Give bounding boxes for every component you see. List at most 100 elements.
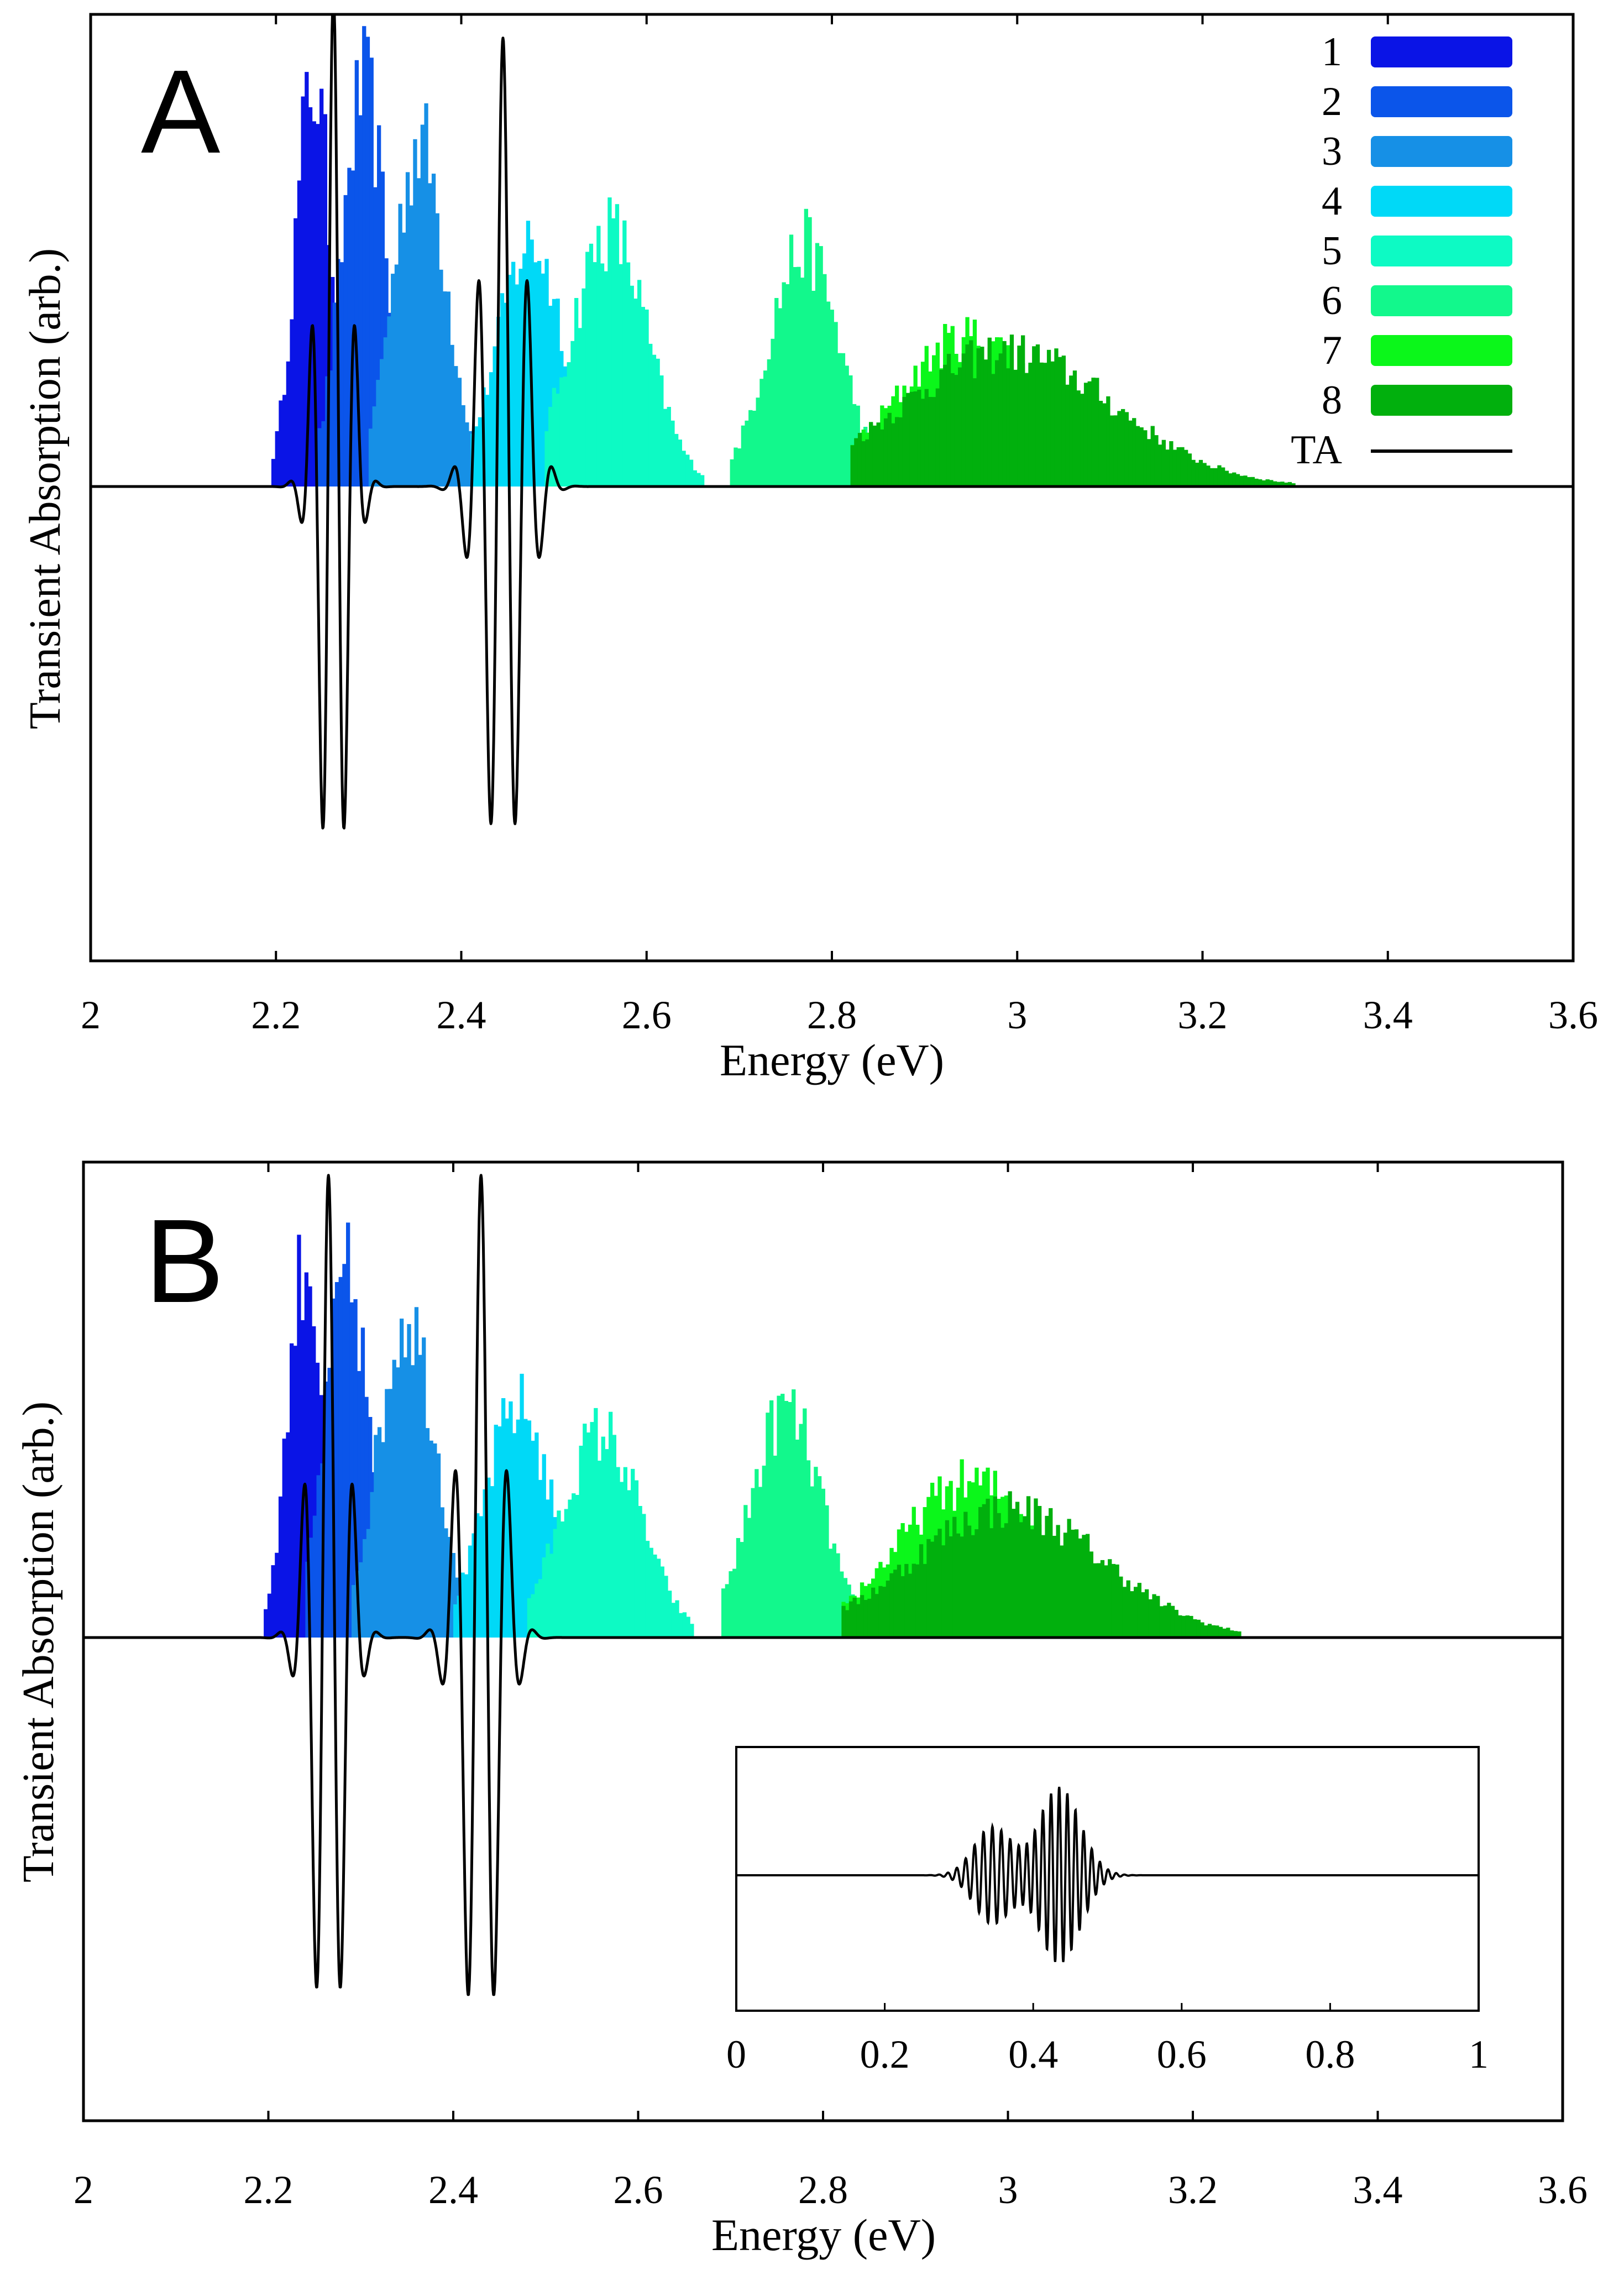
histogram-bar xyxy=(381,1442,385,1638)
histogram-bar xyxy=(428,183,432,487)
histogram-bar xyxy=(593,262,597,487)
histogram-bar xyxy=(444,1528,448,1638)
histogram-bar xyxy=(795,1440,800,1638)
histogram-bar xyxy=(882,1587,887,1638)
histogram-bar xyxy=(1035,344,1040,487)
histogram-bar xyxy=(803,1408,807,1638)
histogram-bar xyxy=(483,1489,487,1638)
histogram-bar xyxy=(871,1587,876,1638)
histogram-bar xyxy=(852,1597,857,1638)
x-axis-label-a: Energy (eV) xyxy=(720,1035,944,1085)
histogram-bar xyxy=(417,178,421,487)
histogram-bar xyxy=(364,1396,369,1638)
histogram-bar xyxy=(850,445,855,487)
histogram-bar xyxy=(316,124,320,487)
histogram-bar xyxy=(874,1594,879,1638)
histogram-bar xyxy=(431,174,436,487)
histogram-bar xyxy=(1100,1560,1105,1638)
histogram-bar xyxy=(943,364,947,487)
histogram-bar xyxy=(349,1302,354,1638)
histogram-bar xyxy=(841,1605,846,1638)
histogram-bar xyxy=(1291,483,1296,487)
histogram-bar xyxy=(612,1435,616,1638)
histogram-bar xyxy=(535,1583,539,1638)
histogram-bar xyxy=(1204,1625,1208,1638)
histogram-bar xyxy=(323,1382,328,1638)
histogram-bar xyxy=(878,1586,883,1638)
histogram-bar xyxy=(1284,482,1288,487)
histogram-bar xyxy=(788,1402,792,1638)
histogram-bar xyxy=(897,1565,902,1638)
histogram-bar xyxy=(1098,401,1103,487)
histogram-bar xyxy=(305,1561,310,1638)
histogram-bar xyxy=(1115,1564,1119,1638)
histogram-bar xyxy=(523,1419,528,1638)
histogram-bar xyxy=(826,301,831,487)
histogram-bar xyxy=(1061,355,1066,487)
histogram-bar xyxy=(1272,481,1277,487)
histogram-bar xyxy=(515,284,519,487)
histogram-bar xyxy=(675,1600,679,1638)
histogram-bar xyxy=(271,459,276,487)
histogram-bar xyxy=(958,367,962,487)
histogram-bar xyxy=(997,1513,1001,1638)
histogram-bar xyxy=(486,1477,491,1638)
histogram-bar xyxy=(370,1492,374,1638)
histogram-bar xyxy=(357,1371,362,1638)
histogram-bar xyxy=(1165,449,1170,487)
histogram-bar xyxy=(983,359,988,487)
histogram-bar xyxy=(575,1495,580,1638)
histogram-series-8 xyxy=(841,1491,1241,1638)
histogram-bar xyxy=(411,1365,415,1638)
histogram-bar xyxy=(294,218,298,487)
x-tick-label: 2.4 xyxy=(428,2168,478,2212)
histogram-bar xyxy=(1069,375,1073,487)
histogram-bar xyxy=(405,172,410,487)
histogram-bar xyxy=(1276,482,1281,487)
histogram-bar xyxy=(1254,478,1259,487)
histogram-bar xyxy=(755,1469,759,1638)
histogram-bar xyxy=(267,1593,272,1638)
inset-x-tick-label: 0.8 xyxy=(1305,2032,1355,2077)
histogram-bar xyxy=(1232,472,1237,487)
histogram-bar xyxy=(641,307,645,487)
histogram-bar xyxy=(932,397,936,487)
inset-x-tick-label: 0.2 xyxy=(860,2032,910,2077)
histogram-bar xyxy=(656,358,660,487)
histogram-bar xyxy=(902,397,907,487)
histogram-bar xyxy=(700,475,705,487)
histogram-bar xyxy=(368,428,373,487)
histogram-bar xyxy=(604,271,608,487)
histogram-bar xyxy=(1250,477,1255,487)
histogram-bar xyxy=(358,115,363,487)
histogram-bar xyxy=(527,1420,532,1638)
histogram-bar xyxy=(893,1570,898,1638)
legend-swatch xyxy=(1371,385,1512,416)
histogram-bar xyxy=(778,308,783,487)
histogram-bar xyxy=(589,243,594,487)
histogram-bar xyxy=(1060,1545,1064,1638)
histogram-bar xyxy=(657,1558,661,1638)
x-tick-label: 2 xyxy=(74,2168,93,2212)
histogram-bar xyxy=(630,285,634,487)
histogram-bar xyxy=(1134,1587,1138,1638)
legend-swatch xyxy=(1371,36,1512,67)
histogram-bar xyxy=(961,353,966,487)
inset-frame xyxy=(735,1746,1480,2012)
histogram-bar xyxy=(1195,462,1199,487)
histogram-bar xyxy=(659,375,664,487)
histogram-bar xyxy=(1226,1628,1230,1638)
histogram-bar xyxy=(1148,1599,1152,1638)
histogram-bar xyxy=(538,1479,543,1638)
histogram-bar xyxy=(1023,1516,1027,1638)
histogram-bar xyxy=(1043,363,1047,487)
histogram-bar xyxy=(780,1394,785,1638)
x-tick-label: 2.6 xyxy=(614,2168,663,2212)
histogram-bar xyxy=(1207,1624,1212,1638)
histogram-bar xyxy=(773,1456,777,1638)
histogram-bar xyxy=(1058,357,1062,487)
histogram-bar xyxy=(413,139,417,487)
histogram-bar xyxy=(549,1554,554,1638)
histogram-bar xyxy=(671,1603,675,1638)
